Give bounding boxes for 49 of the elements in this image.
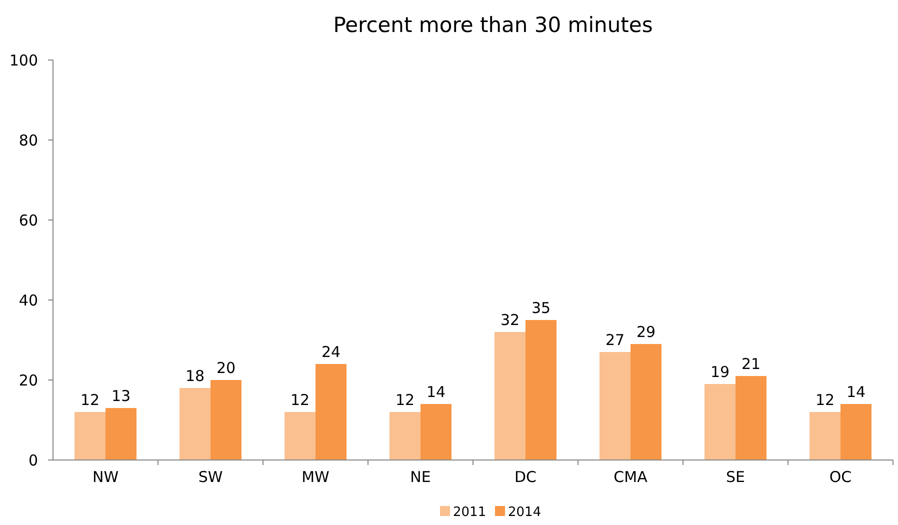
data-label: 12: [290, 391, 310, 409]
data-label: 14: [426, 383, 446, 401]
bar: [316, 364, 346, 460]
y-tick-label: 80: [18, 131, 38, 150]
x-tick-label: SW: [198, 468, 223, 486]
bar: [420, 404, 452, 460]
y-tick-label: 40: [18, 291, 38, 310]
data-label: 32: [500, 311, 520, 329]
bar: [600, 352, 630, 460]
data-label: 27: [605, 331, 625, 349]
x-tick-label: CMA: [614, 468, 648, 486]
data-label: 12: [815, 391, 835, 409]
bar: [180, 388, 210, 460]
bar: [390, 412, 420, 460]
bar: [284, 412, 316, 460]
bar: [526, 320, 556, 460]
bar: [810, 412, 840, 460]
data-label: 24: [321, 343, 341, 361]
data-label: 29: [636, 323, 656, 341]
data-label: 21: [741, 355, 761, 373]
legend-label: 2014: [508, 505, 542, 520]
data-label: 35: [531, 299, 551, 317]
y-tick-label: 0: [28, 451, 38, 470]
data-label: 12: [395, 391, 415, 409]
bar: [106, 408, 136, 460]
bar: [736, 376, 766, 460]
data-label: 19: [710, 363, 730, 381]
x-tick-label: NW: [92, 468, 119, 486]
data-label: 13: [111, 387, 131, 405]
x-tick-label: SE: [726, 468, 745, 486]
data-label: 18: [185, 367, 205, 385]
bar: [210, 380, 242, 460]
x-tick-label: DC: [514, 468, 537, 486]
bar: [704, 384, 736, 460]
bar: [630, 344, 662, 460]
x-tick-label: OC: [829, 468, 852, 486]
y-tick-label: 60: [18, 211, 38, 230]
bar: [494, 332, 526, 460]
x-tick-label: MW: [302, 468, 330, 486]
bar: [840, 404, 872, 460]
x-tick-label: NE: [410, 468, 431, 486]
legend-label: 2011: [453, 505, 486, 520]
data-label: 20: [216, 359, 236, 377]
data-label: 14: [846, 383, 866, 401]
bar: [74, 412, 106, 460]
chart-title: Percent more than 30 minutes: [333, 13, 653, 37]
data-label: 12: [80, 391, 100, 409]
y-tick-label: 100: [9, 51, 38, 70]
y-tick-label: 20: [18, 371, 38, 390]
